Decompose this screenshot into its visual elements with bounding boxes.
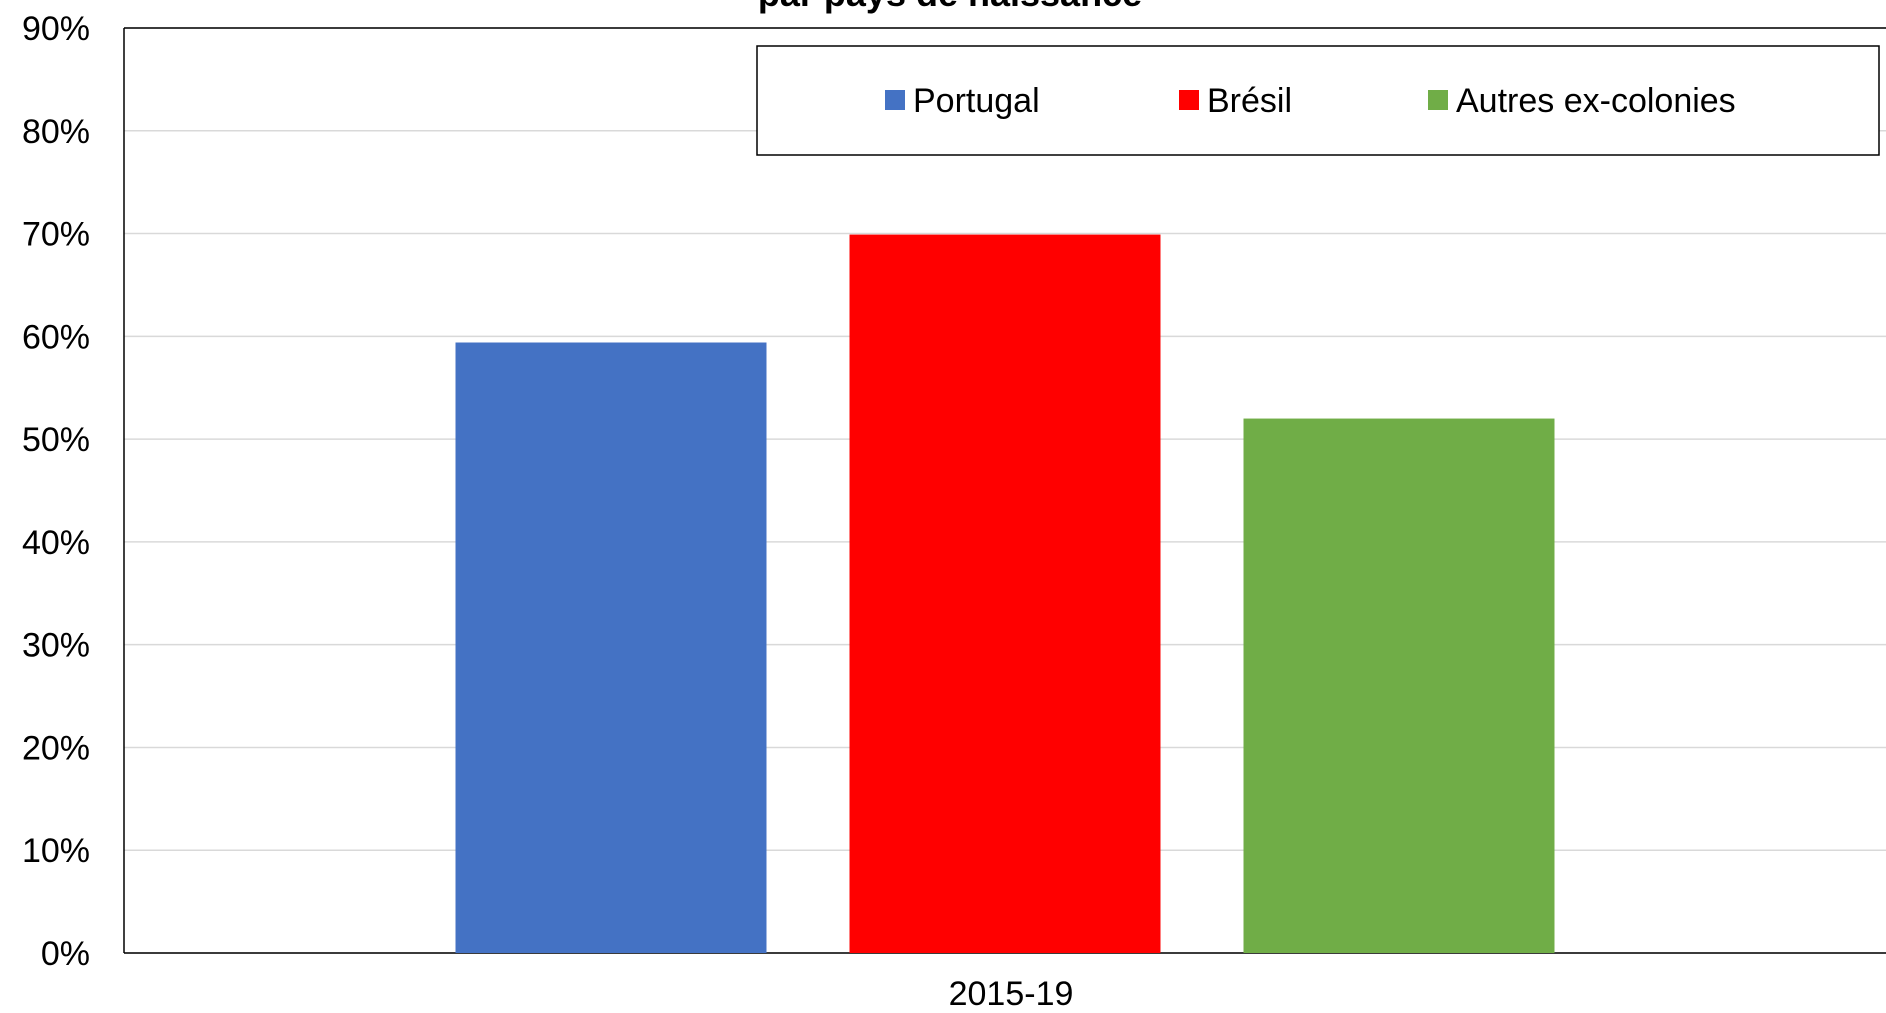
legend-box bbox=[756, 45, 1880, 156]
y-tick-label: 0% bbox=[41, 935, 90, 973]
bar bbox=[455, 342, 767, 953]
y-tick-label: 70% bbox=[22, 216, 90, 254]
y-tick-label: 80% bbox=[22, 113, 90, 151]
bar bbox=[849, 234, 1161, 954]
legend-swatch bbox=[885, 90, 905, 110]
y-tick-label: 60% bbox=[22, 318, 90, 356]
y-tick-label: 10% bbox=[22, 832, 90, 870]
legend-label: Portugal bbox=[913, 82, 1040, 120]
y-tick-label: 90% bbox=[22, 10, 90, 48]
chart-title: par pays de naissance bbox=[758, 0, 1142, 14]
bar bbox=[1243, 418, 1555, 953]
y-tick-label: 50% bbox=[22, 421, 90, 459]
legend-swatch bbox=[1428, 90, 1448, 110]
legend-swatch bbox=[1179, 90, 1199, 110]
legend-label: Autres ex-colonies bbox=[1456, 82, 1736, 120]
y-tick-label: 30% bbox=[22, 627, 90, 665]
y-tick-label: 40% bbox=[22, 524, 90, 562]
x-tick-label: 2015-19 bbox=[949, 975, 1074, 1013]
y-tick-label: 20% bbox=[22, 729, 90, 767]
legend-label: Brésil bbox=[1207, 82, 1292, 120]
